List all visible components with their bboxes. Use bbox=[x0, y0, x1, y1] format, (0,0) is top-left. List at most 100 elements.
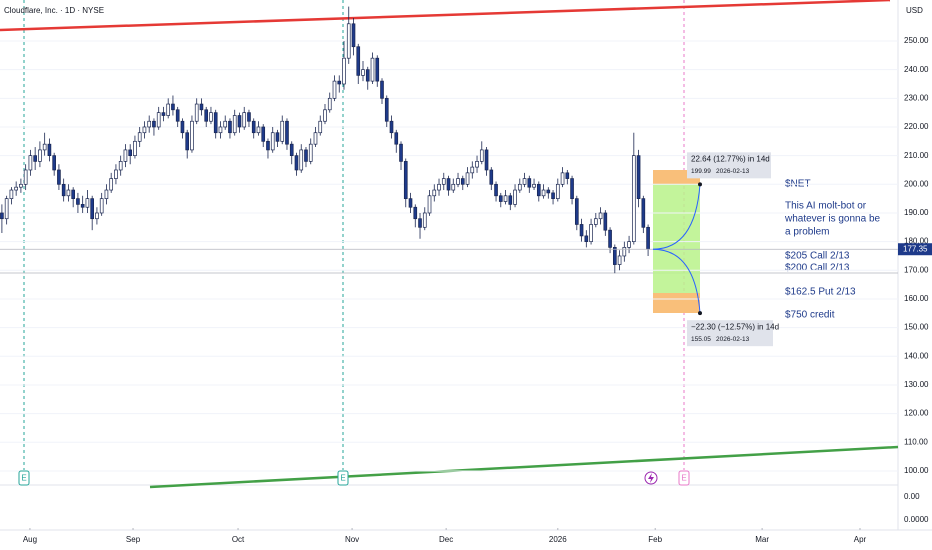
candle-body bbox=[437, 183, 441, 191]
candle-body bbox=[275, 132, 280, 142]
y-tick-label: 230.00 bbox=[904, 93, 929, 102]
projection-point bbox=[698, 182, 702, 187]
trend-line bbox=[0, 0, 891, 32]
candle-body bbox=[475, 161, 479, 168]
y-tick-label: 160.00 bbox=[904, 294, 929, 303]
candle-body bbox=[232, 115, 237, 134]
candle-body bbox=[147, 120, 152, 128]
candle-body bbox=[646, 226, 650, 250]
candle-body bbox=[118, 161, 123, 171]
x-tick-label: Oct bbox=[232, 535, 245, 544]
candle-body bbox=[223, 120, 228, 128]
y-tick-label: 150.00 bbox=[904, 323, 929, 332]
y-tick-label: 190.00 bbox=[904, 208, 929, 217]
candle-body bbox=[47, 143, 52, 156]
candle-body bbox=[551, 192, 555, 199]
candle-body bbox=[0, 212, 4, 220]
candle-body bbox=[95, 212, 99, 220]
candle-body bbox=[513, 189, 517, 205]
candle-body bbox=[337, 80, 342, 85]
candle-body bbox=[484, 149, 489, 171]
candle-body bbox=[180, 120, 185, 134]
candle-body bbox=[137, 132, 142, 142]
candle-body bbox=[460, 178, 465, 185]
y-tick-label: 220.00 bbox=[904, 122, 929, 131]
x-tick-label: 2026 bbox=[549, 535, 567, 544]
y-tick-label: 100.00 bbox=[904, 466, 929, 475]
x-tick-label: Sep bbox=[126, 535, 141, 544]
candle-body bbox=[608, 229, 612, 248]
candle-body bbox=[114, 169, 118, 179]
candle-body bbox=[299, 149, 304, 171]
candle-body bbox=[446, 178, 451, 191]
y-tick-label: 240.00 bbox=[904, 65, 929, 74]
candle-body bbox=[52, 155, 56, 171]
currency: USD bbox=[906, 6, 923, 15]
candle-body bbox=[584, 235, 589, 242]
annotation: $162.5 Put 2/13 bbox=[785, 287, 856, 298]
candle-body bbox=[517, 183, 522, 191]
candle-body bbox=[632, 155, 636, 242]
candle-body bbox=[441, 178, 446, 185]
annotation: $205 Call 2/13 bbox=[785, 251, 850, 262]
event-label: E bbox=[681, 474, 686, 483]
candle-body bbox=[408, 198, 413, 208]
projection-label: 199.99 bbox=[691, 168, 711, 175]
candle-body bbox=[294, 155, 299, 171]
last-price-badge bbox=[898, 243, 932, 256]
event-badge bbox=[18, 470, 30, 486]
candle-body bbox=[133, 140, 137, 156]
candle-body bbox=[99, 198, 104, 214]
candle-body bbox=[142, 126, 147, 134]
candle-body bbox=[161, 112, 166, 116]
event-badge bbox=[678, 470, 690, 486]
event-label: E bbox=[21, 474, 26, 483]
projection-arc bbox=[652, 248, 701, 314]
candle-body bbox=[498, 195, 503, 202]
annotation: $200 Call 2/13 bbox=[785, 263, 850, 274]
x-tick-label: Mar bbox=[755, 535, 769, 544]
candle-body bbox=[14, 186, 18, 191]
candle-body bbox=[356, 46, 361, 76]
candle-body bbox=[451, 183, 456, 191]
candle-body bbox=[508, 195, 513, 205]
candle-body bbox=[570, 178, 574, 199]
candle-body bbox=[332, 80, 337, 99]
candle-body bbox=[289, 143, 294, 156]
candle-body bbox=[123, 149, 128, 162]
candle-body bbox=[579, 224, 584, 237]
event-label: E bbox=[340, 474, 345, 483]
candle-body bbox=[627, 241, 631, 248]
candle-body bbox=[422, 212, 427, 228]
candle-body bbox=[361, 69, 365, 76]
candle-body bbox=[617, 255, 622, 265]
candle-body bbox=[527, 178, 532, 188]
candle-body bbox=[346, 23, 351, 59]
candle-body bbox=[166, 103, 171, 116]
candle-body bbox=[603, 212, 608, 231]
lightning-icon bbox=[648, 473, 654, 483]
projection-label-box bbox=[687, 320, 773, 347]
candle-body bbox=[598, 212, 603, 220]
x-tick-label: Dec bbox=[439, 535, 453, 544]
annotation: a problem bbox=[785, 227, 829, 238]
candle-body bbox=[9, 189, 14, 199]
y-tick-label: 130.00 bbox=[904, 380, 929, 389]
candle-body bbox=[427, 195, 432, 214]
candle-body bbox=[280, 120, 285, 142]
candle-body bbox=[503, 195, 508, 202]
candle-body bbox=[80, 204, 85, 208]
annotation: This AI molt-bot or bbox=[785, 201, 867, 212]
candle-body bbox=[19, 183, 23, 188]
projection-label-box bbox=[687, 152, 771, 179]
candle-body bbox=[622, 247, 627, 257]
candle-body bbox=[489, 169, 494, 185]
y-tick-label: 200.00 bbox=[904, 179, 929, 188]
candle-body bbox=[413, 206, 418, 220]
candle-body bbox=[389, 120, 394, 134]
y-tick-label: 120.00 bbox=[904, 409, 929, 418]
candle-body bbox=[593, 218, 598, 225]
candle-body bbox=[574, 198, 579, 225]
candle-body bbox=[256, 126, 261, 134]
annotation: whatever is gonna be bbox=[784, 214, 881, 225]
